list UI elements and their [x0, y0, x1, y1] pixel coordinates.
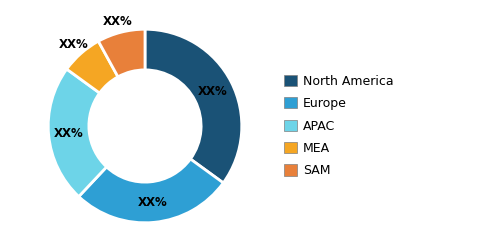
Text: XX%: XX% [58, 38, 88, 51]
Legend: North America, Europe, APAC, MEA, SAM: North America, Europe, APAC, MEA, SAM [284, 75, 394, 177]
Text: XX%: XX% [54, 127, 84, 140]
Text: XX%: XX% [103, 15, 133, 27]
Wedge shape [145, 29, 242, 183]
Text: XX%: XX% [198, 85, 228, 98]
Wedge shape [66, 41, 118, 93]
Wedge shape [48, 69, 106, 197]
Wedge shape [79, 159, 224, 223]
Text: XX%: XX% [138, 196, 167, 209]
Wedge shape [98, 29, 145, 77]
